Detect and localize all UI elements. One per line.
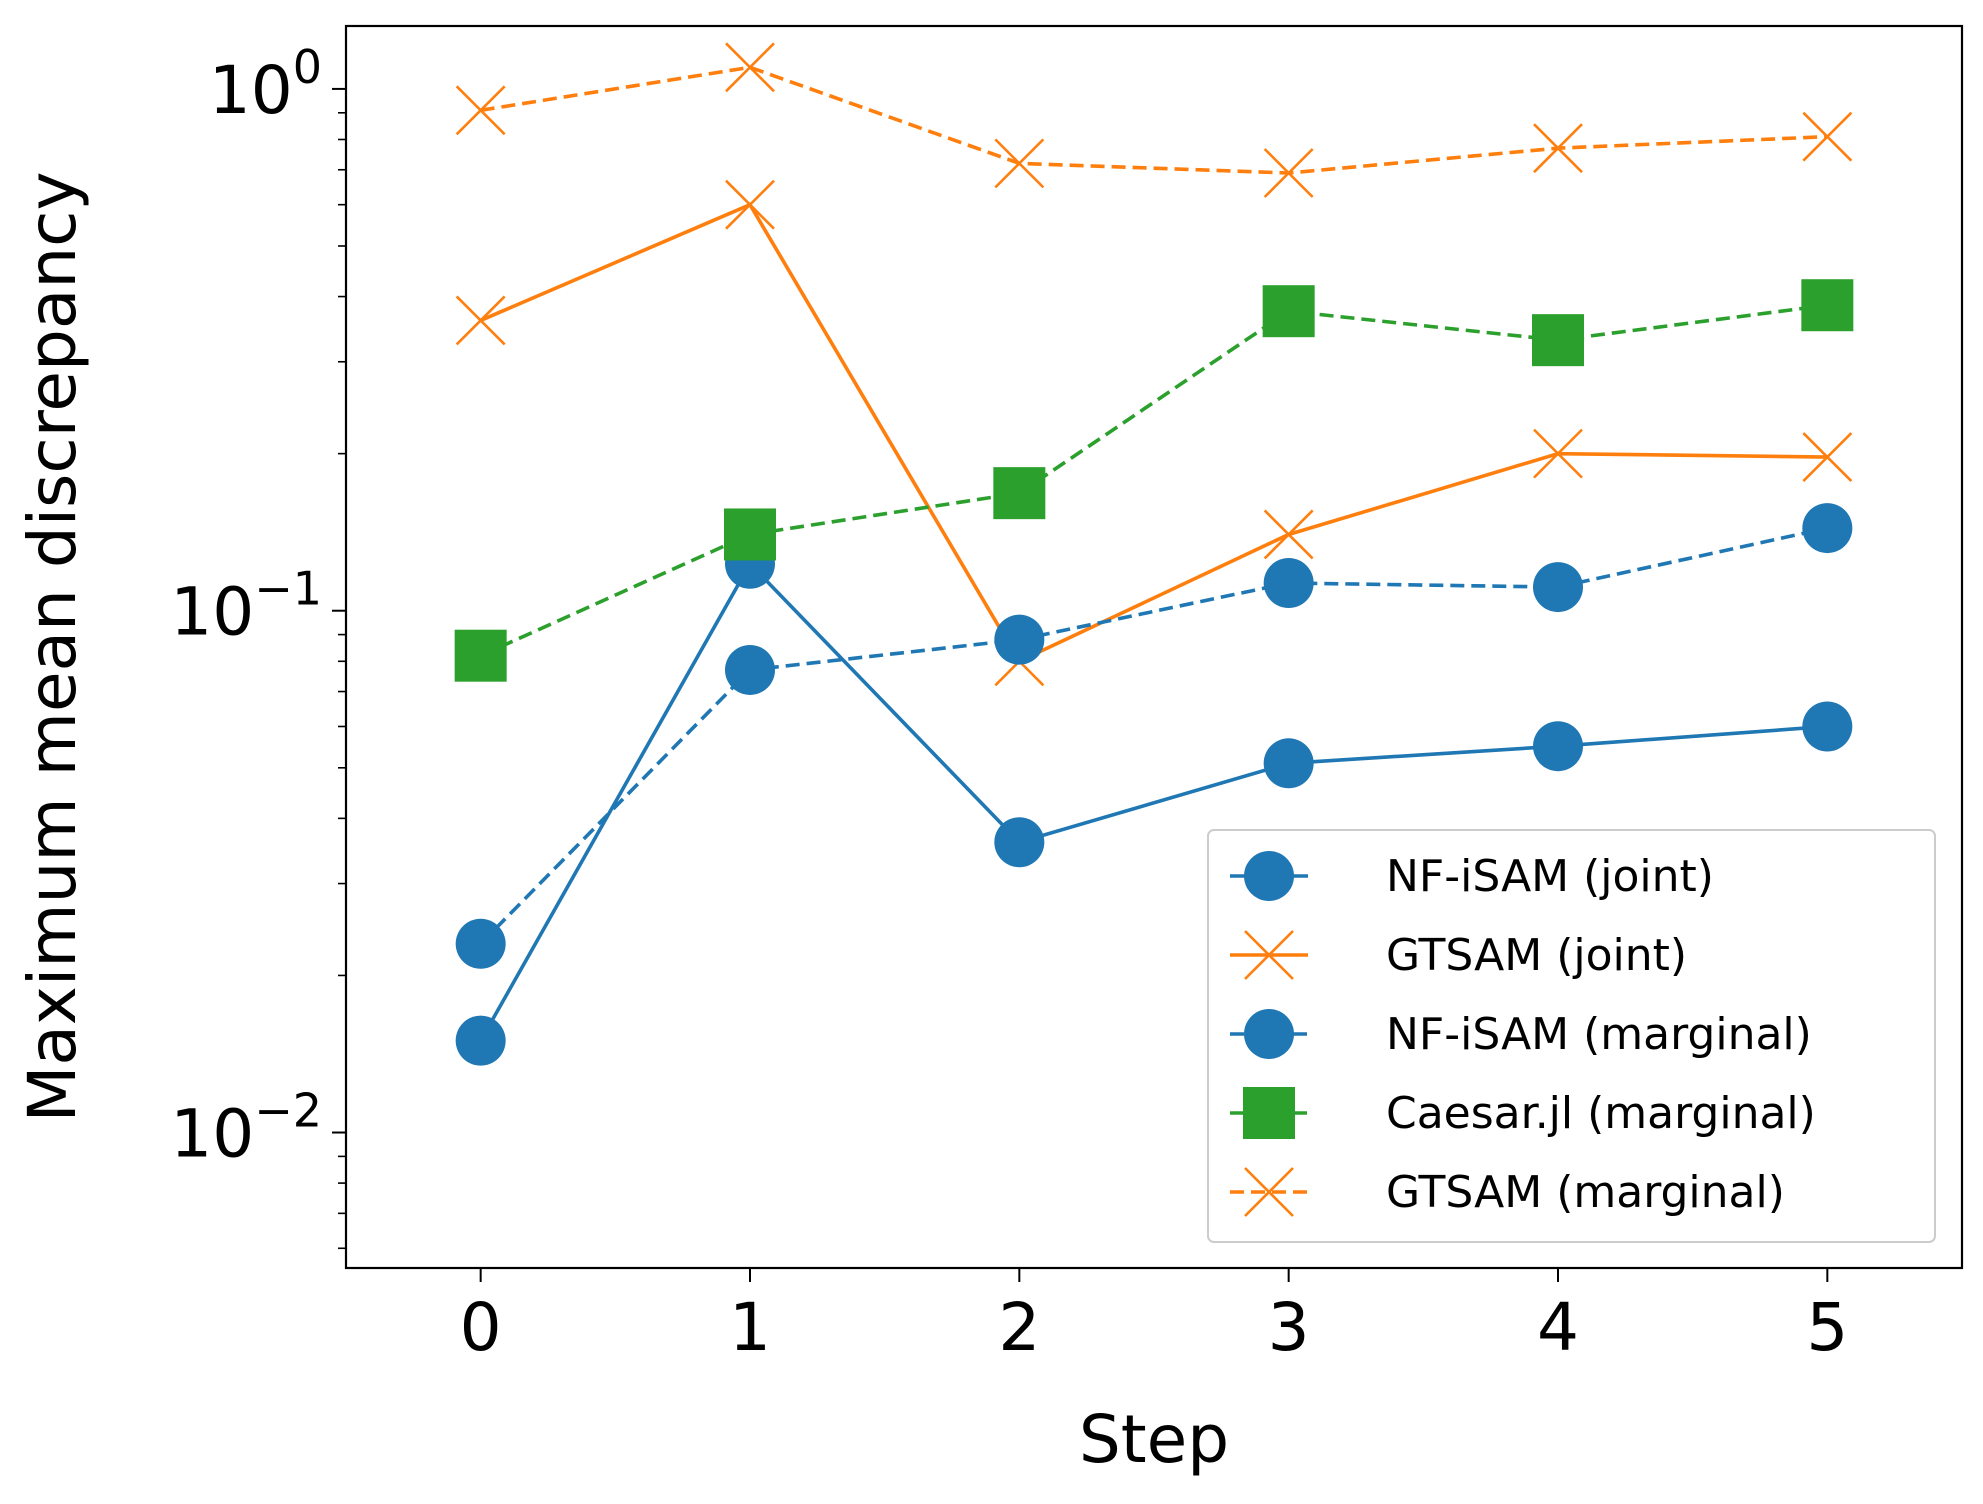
data-point [455, 295, 506, 346]
data-point [994, 614, 1045, 665]
series-line [480, 65, 1828, 175]
x-tick-label: 5 [1806, 1289, 1848, 1366]
series-line [479, 526, 1828, 946]
legend-entry: NF-iSAM (marginal) [1230, 1009, 1812, 1060]
legend-swatch-marker [1244, 1167, 1294, 1217]
y-tick-mantissa: 10 [170, 1096, 254, 1173]
legend-entry: GTSAM (joint) [1230, 930, 1687, 981]
y-tick-label: 10−1 [170, 562, 322, 651]
x-axis-label: Step [1079, 1401, 1229, 1478]
data-point [1801, 279, 1854, 332]
data-point [1802, 432, 1853, 482]
data-point [724, 508, 776, 561]
data-point [454, 629, 507, 682]
data-point [725, 179, 775, 230]
y-tick-label: 10−2 [170, 1084, 322, 1173]
data-point [725, 644, 775, 695]
series-line [479, 303, 1828, 658]
legend-label: NF-iSAM (marginal) [1386, 1009, 1812, 1060]
legend-swatch-marker [1244, 1009, 1294, 1059]
data-point [1263, 509, 1314, 560]
data-point [455, 918, 506, 969]
legend-swatch-marker [1243, 1087, 1295, 1139]
data-point [1533, 562, 1583, 613]
data-point [1802, 701, 1853, 752]
data-point [455, 1015, 506, 1066]
series-layer [454, 42, 1854, 1066]
data-point [455, 85, 506, 136]
x-tick-label: 4 [1537, 1289, 1579, 1366]
legend-entry: GTSAM (marginal) [1230, 1167, 1785, 1218]
legend: NF-iSAM (joint) GTSAM (joint) NF-iSAM (mar… [1207, 829, 1936, 1243]
y-tick-label: 100 [209, 40, 322, 129]
data-point [993, 467, 1046, 520]
data-point [1532, 314, 1584, 367]
data-point [1533, 123, 1583, 174]
x-tick-label: 1 [729, 1289, 771, 1366]
data-point [1802, 111, 1853, 162]
data-point [1533, 721, 1583, 772]
legend-entry: Caesar.jl (marginal) [1230, 1087, 1816, 1139]
y-tick-mantissa: 10 [170, 574, 254, 651]
y-tick-exponent: −1 [254, 562, 322, 616]
legend-label: NF-iSAM (joint) [1386, 851, 1714, 902]
plot-frame [344, 24, 1964, 1270]
data-point [1263, 738, 1314, 789]
legend-label: GTSAM (marginal) [1386, 1167, 1785, 1218]
x-tick-label: 0 [460, 1289, 502, 1366]
series-line [479, 202, 1828, 664]
legend-swatch-marker [1244, 851, 1294, 901]
series-3 [454, 279, 1854, 682]
data-point [1263, 558, 1314, 609]
data-point [1802, 503, 1853, 554]
legend-entry: NF-iSAM (joint) [1230, 851, 1714, 902]
series-line [479, 560, 1828, 1042]
series-1 [455, 179, 1853, 687]
data-point [994, 138, 1045, 189]
y-axis-label: Maximum mean discrepancy [14, 171, 91, 1122]
legend-swatch-marker [1244, 930, 1294, 980]
series-2 [455, 503, 1853, 969]
legend-box [1207, 829, 1936, 1243]
series-0 [455, 538, 1853, 1066]
data-point [994, 817, 1045, 868]
y-tick-exponent: −2 [254, 1084, 322, 1138]
y-tick-exponent: 0 [293, 40, 322, 94]
x-tick-label: 2 [998, 1289, 1040, 1366]
series-4 [455, 42, 1853, 198]
y-tick-mantissa: 10 [209, 52, 293, 129]
data-point [1533, 428, 1583, 479]
x-tick-label: 3 [1268, 1289, 1310, 1366]
data-point [1262, 285, 1315, 338]
data-point [725, 42, 775, 93]
legend-label: Caesar.jl (marginal) [1386, 1088, 1816, 1139]
data-point [1263, 148, 1314, 198]
legend-label: GTSAM (joint) [1386, 930, 1687, 981]
